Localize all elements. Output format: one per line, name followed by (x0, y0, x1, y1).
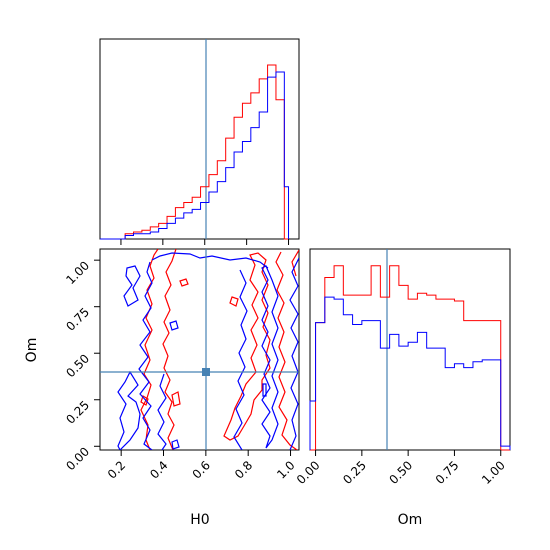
blue-contour-small-3 (262, 383, 267, 397)
joint-frame (99, 248, 300, 451)
red-contour-small-1 (179, 278, 189, 287)
om-hist-tick-label: 0.00 (294, 458, 323, 487)
h0-histogram-frame (99, 38, 300, 240)
red-contour-left-2 (162, 249, 177, 450)
om-hist-tick-label: 0.25 (340, 458, 369, 487)
h0-hist-ticks (120, 239, 290, 245)
joint-ytick-label: 0.25 (63, 398, 92, 427)
om-hist-tick-label: 0.50 (386, 458, 415, 487)
blue-contour-right-edge (289, 257, 299, 450)
om-xlabel: Om (398, 512, 423, 528)
joint-ytick-label: 0.00 (63, 444, 92, 473)
om-hist-tick-label: 1.00 (479, 458, 508, 487)
blue-contour-left-band (138, 261, 153, 450)
blue-contour-right-loop (261, 265, 279, 449)
blue-contour-blob-mid (157, 373, 167, 450)
h0-hist-red-step (100, 64, 289, 240)
red-contour-right-inner (223, 252, 271, 441)
joint-contour-panel: 0.2 0.4 0.6 0.8 1.00.000.250.500.751.00 H0 O… (24, 248, 300, 528)
red-contour-left (140, 249, 159, 450)
joint-blue-contours (117, 252, 299, 450)
joint-xtick-label: 0.6 (190, 458, 213, 481)
om-hist-red-series (310, 265, 510, 451)
h0-hist-blue-series (100, 71, 290, 240)
blue-contour-small-2 (171, 439, 180, 450)
om-hist-blue-series (309, 296, 511, 450)
joint-xtick-label: 0.2 (105, 458, 128, 481)
joint-red-contours (140, 249, 299, 450)
joint-xtick-label: 0.4 (147, 458, 170, 481)
blue-contour-small-1 (169, 320, 179, 331)
om-histogram-frame (309, 248, 511, 451)
blue-contour-blob-lower (117, 370, 141, 450)
om-hist-ticks: 0.00 0.25 0.50 0.75 1.00 (294, 450, 508, 487)
joint-ytick-label: 1.00 (63, 258, 92, 287)
joint-xtick-label: 0.8 (232, 458, 255, 481)
red-contour-small-4 (140, 395, 149, 406)
om-hist-tick-label: 0.75 (433, 458, 462, 487)
om-hist-red-step (310, 265, 510, 451)
om-hist-blue-step (309, 296, 511, 450)
joint-ytick-label: 0.75 (63, 305, 92, 334)
joint-xlabel: H0 (190, 512, 209, 528)
h0-histogram-panel (99, 38, 300, 245)
red-contour-small-2 (171, 391, 181, 407)
joint-ytick-label: 0.50 (63, 351, 92, 380)
joint-truth-marker (202, 368, 210, 376)
blue-contour-blob-upper (123, 265, 141, 307)
blue-contour-right-band (233, 269, 248, 450)
om-histogram-panel: 0.00 0.25 0.50 0.75 1.00 Om (294, 248, 511, 528)
red-contour-right-edge (291, 249, 299, 277)
h0-hist-blue-step (100, 71, 290, 240)
red-contour-small-3 (229, 296, 239, 307)
red-contour-right-outer (275, 251, 298, 450)
joint-ylabel: Om (24, 338, 40, 363)
h0-hist-red-series (100, 64, 289, 240)
